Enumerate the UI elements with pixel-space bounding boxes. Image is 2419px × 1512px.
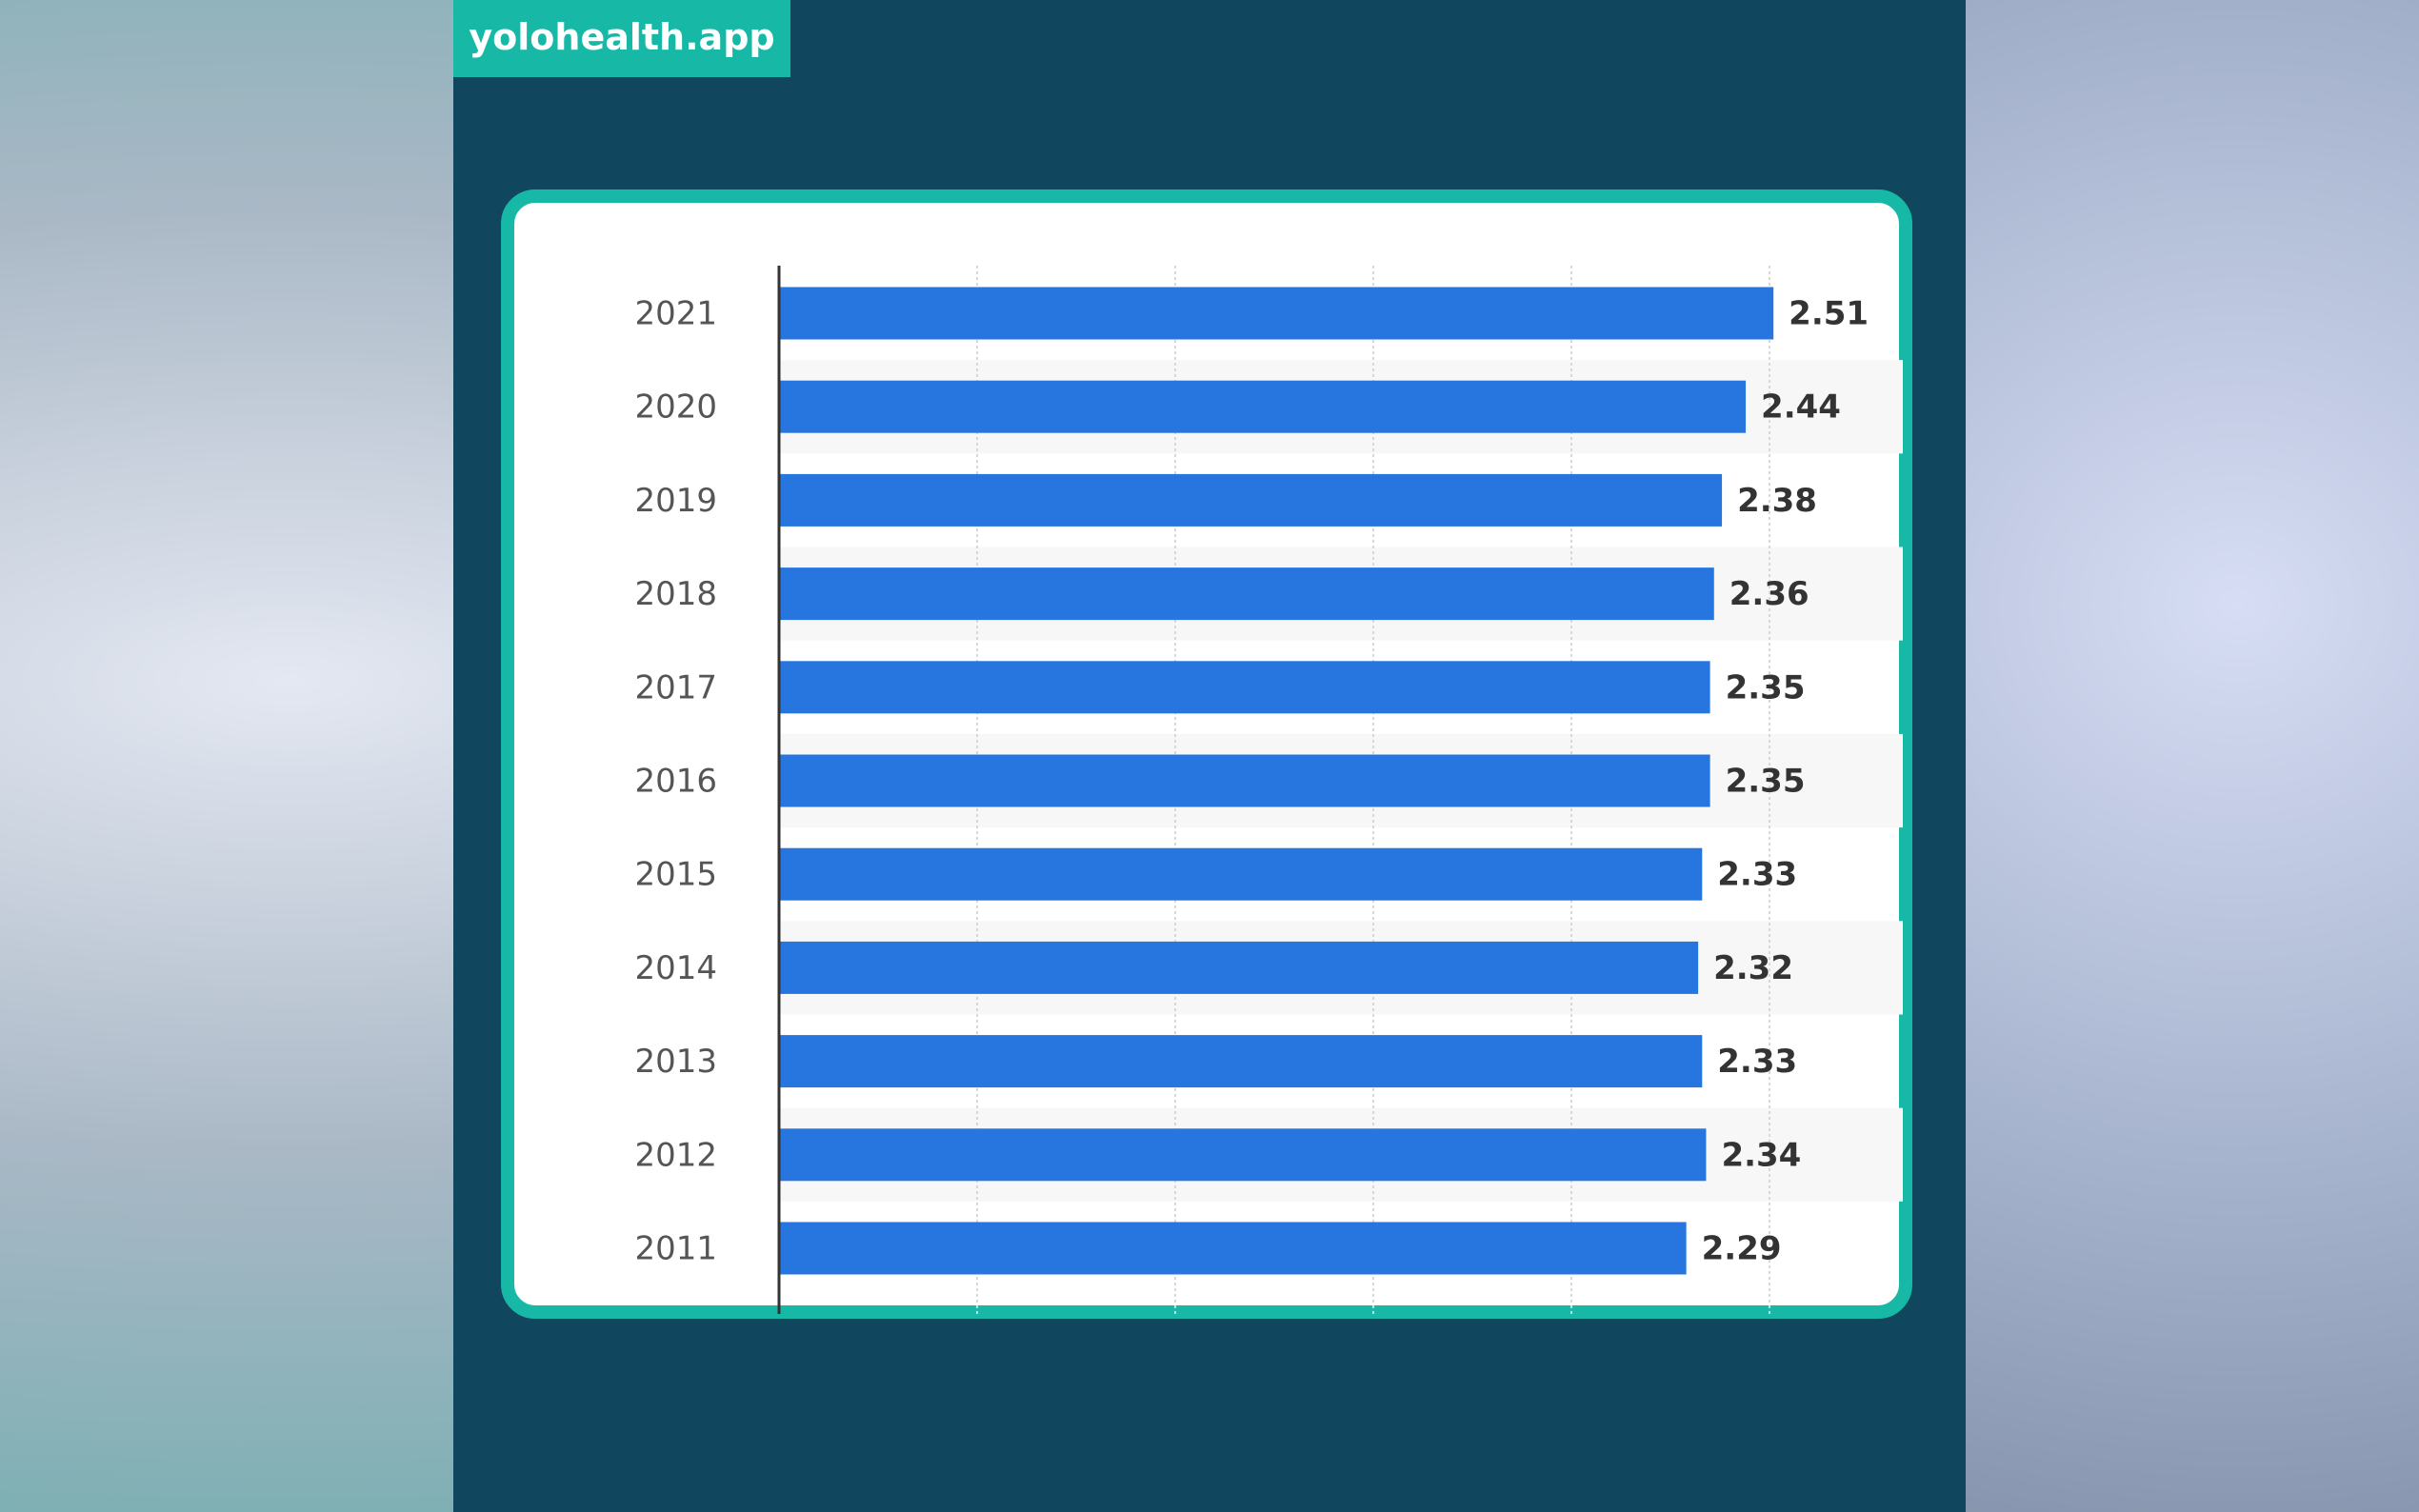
y-tick-label: 2021: [634, 295, 717, 333]
y-tick-label: 2020: [634, 388, 717, 427]
value-label: 2.29: [1702, 1230, 1782, 1268]
y-tick-label: 2012: [634, 1136, 717, 1174]
y-tick-label: 2011: [634, 1230, 717, 1268]
value-label: 2.32: [1713, 949, 1793, 987]
value-label: 2.33: [1717, 856, 1797, 894]
y-tick-label: 2017: [634, 668, 717, 706]
value-label: 2.35: [1726, 668, 1806, 706]
bar: [779, 287, 1774, 340]
value-label: 2.38: [1737, 482, 1817, 520]
value-label: 2.34: [1721, 1136, 1801, 1174]
bar: [779, 941, 1699, 994]
site-badge: yolohealth.app: [453, 0, 790, 77]
bar: [779, 380, 1747, 433]
bar: [779, 1035, 1703, 1088]
y-tick-label: 2016: [634, 763, 717, 801]
y-tick-label: 2015: [634, 856, 717, 894]
value-label: 2.35: [1726, 763, 1806, 801]
y-tick-label: 2013: [634, 1043, 717, 1081]
value-label: 2.51: [1789, 295, 1869, 333]
bar: [779, 847, 1703, 901]
bar: [779, 1222, 1687, 1275]
value-label: 2.36: [1729, 575, 1809, 613]
y-tick-label: 2018: [634, 575, 717, 613]
value-label: 2.33: [1717, 1043, 1797, 1081]
bar: [779, 754, 1710, 807]
value-label: 2.44: [1761, 388, 1841, 427]
y-tick-label: 2014: [634, 949, 717, 987]
bar: [779, 661, 1710, 714]
bar: [779, 473, 1723, 527]
bar: [779, 1128, 1707, 1182]
y-tick-label: 2019: [634, 482, 717, 520]
bar: [779, 567, 1714, 621]
